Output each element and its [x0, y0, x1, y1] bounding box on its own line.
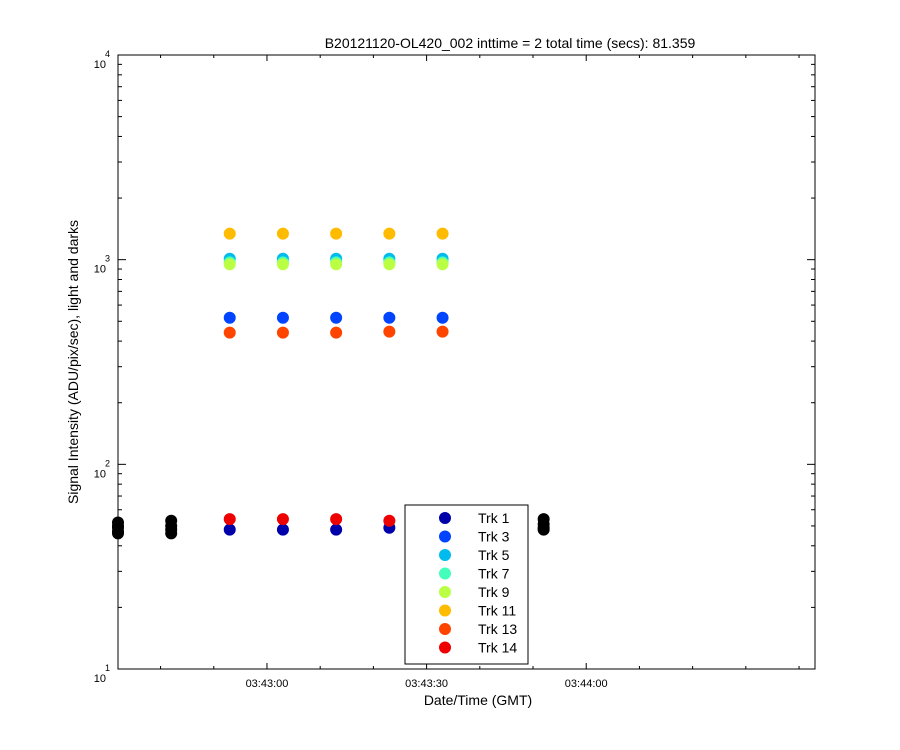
y-tick-label-base: 10	[94, 673, 106, 685]
data-point	[383, 227, 396, 240]
data-point	[165, 527, 178, 540]
plot-frame	[117, 54, 816, 670]
legend-label: Trk 1	[478, 510, 510, 526]
data-point	[276, 227, 289, 240]
data-point	[436, 311, 449, 324]
legend-label: Trk 3	[478, 529, 510, 545]
y-tick-label-exponent: 1	[105, 663, 110, 673]
data-point	[223, 326, 236, 339]
data-point	[330, 326, 343, 339]
data-point	[223, 258, 236, 271]
legend-label: Trk 5	[478, 547, 510, 563]
data-point	[383, 311, 396, 324]
x-tick-labels: 03:43:00 03:43:30 03:44:00	[246, 678, 608, 690]
legend-marker	[439, 567, 451, 580]
y-tick-label-exponent: 2	[105, 458, 110, 468]
legend-marker	[439, 586, 451, 598]
legend-marker	[439, 512, 451, 524]
y-axis-label: Signal Intensity (ADU/pix/sec), light an…	[65, 220, 81, 504]
data-point	[436, 325, 449, 338]
data-point	[436, 258, 449, 271]
legend-label: Trk 13	[478, 621, 517, 637]
legend-marker	[439, 549, 451, 561]
data-point	[330, 227, 343, 240]
y-tick-label-base: 10	[94, 468, 106, 480]
legend-marker	[439, 604, 451, 617]
data-point	[383, 514, 396, 527]
y-tick-label-base: 10	[94, 264, 106, 276]
data-point	[276, 513, 289, 526]
data-point	[223, 311, 236, 324]
data-point	[276, 326, 289, 339]
chart-title: B20121120-OL420_002 inttime = 2 total ti…	[325, 35, 696, 51]
x-axis-label: Date/Time (GMT)	[424, 692, 532, 708]
plot-area	[112, 227, 550, 540]
legend-label: Trk 9	[478, 584, 510, 600]
data-point	[537, 523, 550, 536]
data-point	[276, 523, 289, 536]
x-tick-label: 03:43:30	[405, 678, 448, 690]
data-point	[330, 258, 343, 271]
legend: Trk 1 Trk 3 Trk 5 Trk 7 Trk 9 Trk 11 Trk 13 Trk…	[404, 504, 529, 665]
y-tick-label-exponent: 4	[105, 49, 110, 59]
data-point	[330, 311, 343, 324]
data-point	[436, 227, 449, 240]
data-point	[223, 513, 236, 526]
legend-box	[404, 504, 529, 665]
x-tick-label: 03:43:00	[246, 678, 289, 690]
legend-marker	[439, 530, 451, 543]
legend-label: Trk 11	[478, 603, 516, 619]
y-tick-label-base: 10	[94, 59, 106, 71]
data-point	[276, 311, 289, 324]
legend-label: Trk 14	[478, 640, 517, 656]
data-point	[276, 258, 289, 271]
data-point	[223, 227, 236, 240]
data-point	[383, 325, 396, 338]
legend-marker	[439, 623, 451, 635]
legend-marker	[439, 641, 451, 654]
data-point	[330, 513, 343, 526]
data-point	[330, 523, 343, 536]
data-point	[383, 258, 396, 271]
x-tick-label: 03:44:00	[565, 678, 608, 690]
data-point	[223, 523, 236, 536]
y-tick-label-exponent: 3	[105, 254, 110, 264]
legend-label: Trk 7	[478, 566, 510, 582]
